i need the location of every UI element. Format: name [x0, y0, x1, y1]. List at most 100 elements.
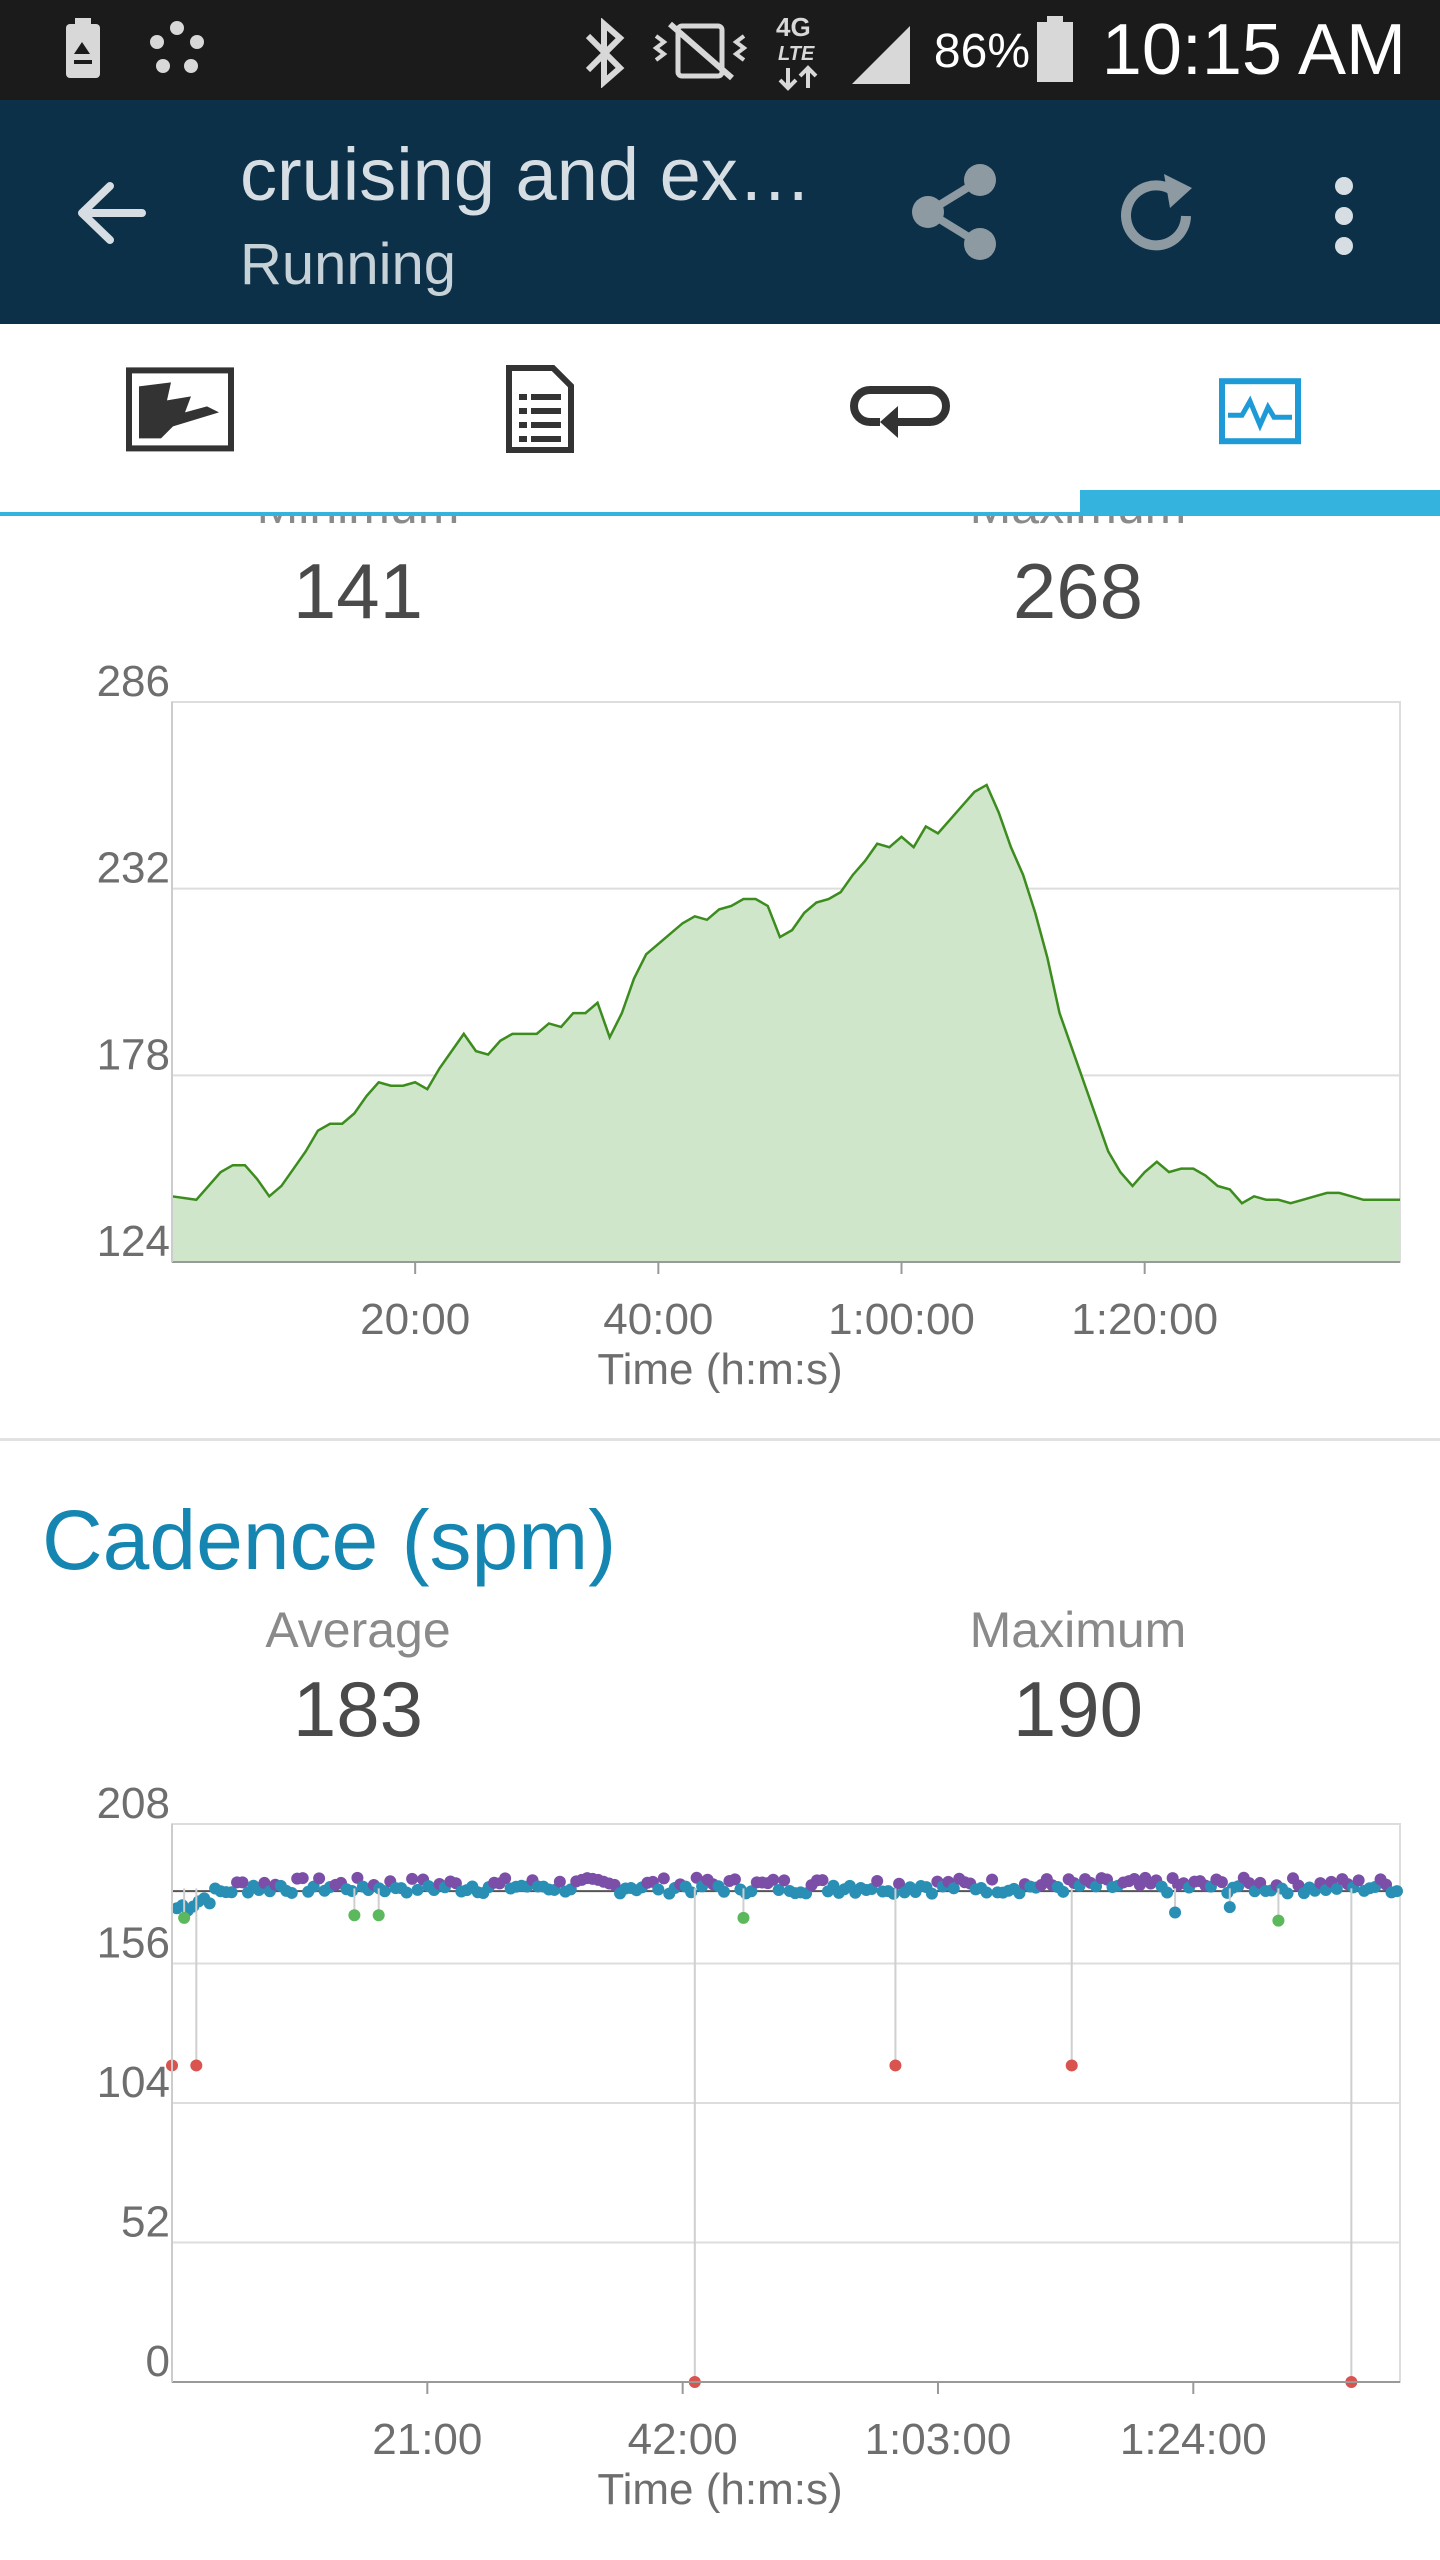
cadence-point	[285, 1886, 298, 1899]
cadence-point	[203, 1897, 216, 1910]
area-chart: 124 178 232 286 20:00 40:00 1:00:00 1:20:00 Time…	[97, 657, 1401, 1394]
maximum-label: Maximum	[828, 516, 1328, 536]
cadence-point	[1352, 1874, 1365, 1887]
selected-tab-indicator	[1080, 490, 1440, 516]
tab-details[interactable]	[360, 324, 720, 512]
cadence-point	[947, 1882, 960, 1895]
cadence-point	[411, 1883, 424, 1896]
average-label: Average	[265, 1602, 451, 1658]
share-icon[interactable]	[906, 162, 1002, 262]
cadence-point	[772, 1884, 785, 1897]
cadence-point	[816, 1874, 829, 1887]
minimum-value: 141	[292, 547, 424, 635]
cadence-point	[345, 1885, 358, 1898]
x-tick-label: 1:20:00	[1071, 1295, 1218, 1344]
cadence-scatter-chart: 0 52 104 156 208 21:00 42:00 1:03:00 1:24:00 Time…	[97, 1779, 1403, 2514]
tab-map[interactable]	[0, 324, 360, 512]
tab-charts[interactable]	[1080, 324, 1440, 512]
charts-icon	[1219, 378, 1301, 445]
tab-bar	[0, 324, 1440, 516]
cadence-point	[406, 1872, 419, 1885]
y-tick-label: 124	[97, 1217, 170, 1266]
activity-type: Running	[240, 232, 457, 297]
cadence-point	[1161, 1886, 1174, 1899]
app-bar: cruising and ex… Running	[0, 100, 1440, 324]
cadence-point	[1013, 1887, 1026, 1900]
tab-laps[interactable]	[720, 324, 1080, 512]
series-line	[171, 783, 1400, 1205]
cadence-point	[986, 1873, 999, 1886]
sync-icon[interactable]	[1108, 168, 1204, 264]
maximum-value: 268	[1012, 547, 1144, 635]
cadence-point	[745, 1885, 758, 1898]
laps-icon	[850, 386, 950, 438]
minimum-label: Minimum	[108, 516, 608, 536]
cadence-point	[652, 1883, 665, 1896]
cadence-point	[778, 1874, 791, 1887]
cadence-point	[378, 1885, 391, 1898]
cadence-point	[767, 1873, 780, 1886]
cadence-point	[296, 1872, 309, 1885]
outlier-point	[1223, 1901, 1236, 1914]
x-tick-label: 20:00	[360, 1295, 470, 1344]
x-tick-label: 42:00	[628, 2415, 738, 2464]
outlier-point	[190, 2059, 203, 2072]
cadence-point	[728, 1873, 741, 1886]
bluetooth-icon	[585, 18, 625, 88]
cadence-point	[313, 1872, 326, 1885]
average-value: 183	[292, 1665, 424, 1753]
status-bar: 4G LTE 86% 10:15 AM	[0, 0, 1440, 100]
x-axis-label: Time (h:m:s)	[597, 1345, 842, 1394]
cadence-maximum-value: 190	[1012, 1665, 1144, 1753]
dots-app-icon	[150, 21, 204, 73]
cadence-point	[1215, 1876, 1228, 1889]
x-axis-label: Time (h:m:s)	[597, 2465, 842, 2514]
back-arrow-icon[interactable]	[72, 178, 152, 248]
cadence-point	[980, 1886, 993, 1899]
cadence-point	[553, 1875, 566, 1888]
battery-percent: 86%	[933, 25, 1030, 78]
y-tick-label: 286	[97, 657, 170, 706]
cadence-point	[657, 1872, 670, 1885]
scrolled-section-header: Minimum Maximum	[0, 516, 1440, 536]
cadence-point	[225, 1886, 238, 1899]
outlier-point	[889, 2059, 902, 2072]
section-divider	[0, 1438, 1440, 1441]
cadence-point	[236, 1876, 249, 1889]
outlier-point	[178, 1911, 191, 1924]
cadence-point	[690, 1871, 703, 1884]
series-area	[172, 784, 1400, 1262]
svg-text:LTE: LTE	[778, 43, 815, 65]
outlier-point	[372, 1909, 385, 1922]
overflow-menu-icon[interactable]	[1324, 172, 1364, 260]
map-icon	[126, 367, 234, 452]
cadence-point	[893, 1877, 906, 1890]
x-tick-label: 40:00	[603, 1295, 713, 1344]
x-tick-label: 1:03:00	[865, 2415, 1012, 2464]
y-tick-label: 156	[97, 1919, 170, 1968]
outlier-point	[1065, 2059, 1078, 2072]
x-tick-label: 1:00:00	[828, 1295, 975, 1344]
cadence-maximum-label: Maximum	[969, 1602, 1187, 1658]
cadence-point	[1057, 1885, 1070, 1898]
y-tick-label: 0	[146, 2337, 170, 2386]
outlier-point	[1272, 1914, 1285, 1927]
outlier-point	[348, 1909, 361, 1922]
cadence-point	[499, 1872, 512, 1885]
status-time: 10:15 AM	[1101, 10, 1406, 90]
outlier-point	[737, 1911, 750, 1924]
battery-icon	[1037, 16, 1073, 82]
cadence-point	[871, 1875, 884, 1888]
signal-icon	[852, 26, 910, 84]
details-icon	[506, 365, 574, 453]
y-tick-label: 52	[121, 2198, 170, 2247]
cadence-point	[1330, 1882, 1343, 1895]
x-tick-label: 21:00	[372, 2415, 482, 2464]
svg-text:4G: 4G	[776, 12, 811, 42]
y-tick-label: 232	[97, 844, 170, 893]
cadence-point	[717, 1885, 730, 1898]
cadence-point	[925, 1887, 938, 1900]
4g-lte-icon: 4G LTE	[776, 12, 818, 91]
y-tick-label: 104	[97, 2058, 170, 2107]
cadence-point	[351, 1871, 364, 1884]
